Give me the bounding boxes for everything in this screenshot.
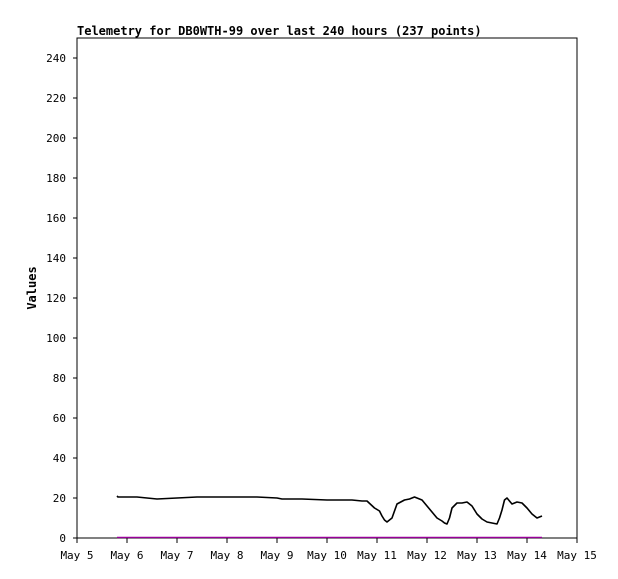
x-tick-label: May 12	[407, 549, 447, 562]
chart-title: Telemetry for DB0WTH-99 over last 240 ho…	[77, 24, 482, 38]
x-tick-label: May 14	[507, 549, 547, 562]
series-line-1	[116, 495, 543, 525]
x-tick-label: May 5	[60, 549, 93, 562]
plot-area	[76, 37, 578, 539]
y-tick-label: 120	[46, 292, 66, 305]
y-tick-label: 200	[46, 132, 66, 145]
y-axis: 0 20 40 60 80 100 120 140 160 180 200 220 240	[46, 52, 77, 545]
y-tick-label: 140	[46, 252, 66, 265]
y-tick-label: 220	[46, 92, 66, 105]
x-tick-label: May 11	[357, 549, 397, 562]
x-tick-label: May 6	[110, 549, 143, 562]
x-tick-label: May 8	[210, 549, 243, 562]
series-group	[116, 495, 543, 539]
x-axis: May 5 May 6 May 7 May 8 May 9 May 10 May 11 May…	[60, 538, 597, 562]
y-tick-label: 0	[59, 532, 66, 545]
y-tick-label: 20	[53, 492, 66, 505]
x-tick-label: May 10	[307, 549, 347, 562]
y-tick-label: 60	[53, 412, 66, 425]
x-tick-label: May 9	[260, 549, 293, 562]
x-tick-label: May 13	[457, 549, 497, 562]
y-tick-label: 180	[46, 172, 66, 185]
y-tick-label: 160	[46, 212, 66, 225]
x-tick-label: May 7	[160, 549, 193, 562]
y-tick-label: 80	[53, 372, 66, 385]
y-tick-label: 240	[46, 52, 66, 65]
y-tick-label: 100	[46, 332, 66, 345]
y-tick-label: 40	[53, 452, 66, 465]
y-axis-label: Values	[25, 266, 39, 309]
x-tick-label: May 15	[557, 549, 597, 562]
